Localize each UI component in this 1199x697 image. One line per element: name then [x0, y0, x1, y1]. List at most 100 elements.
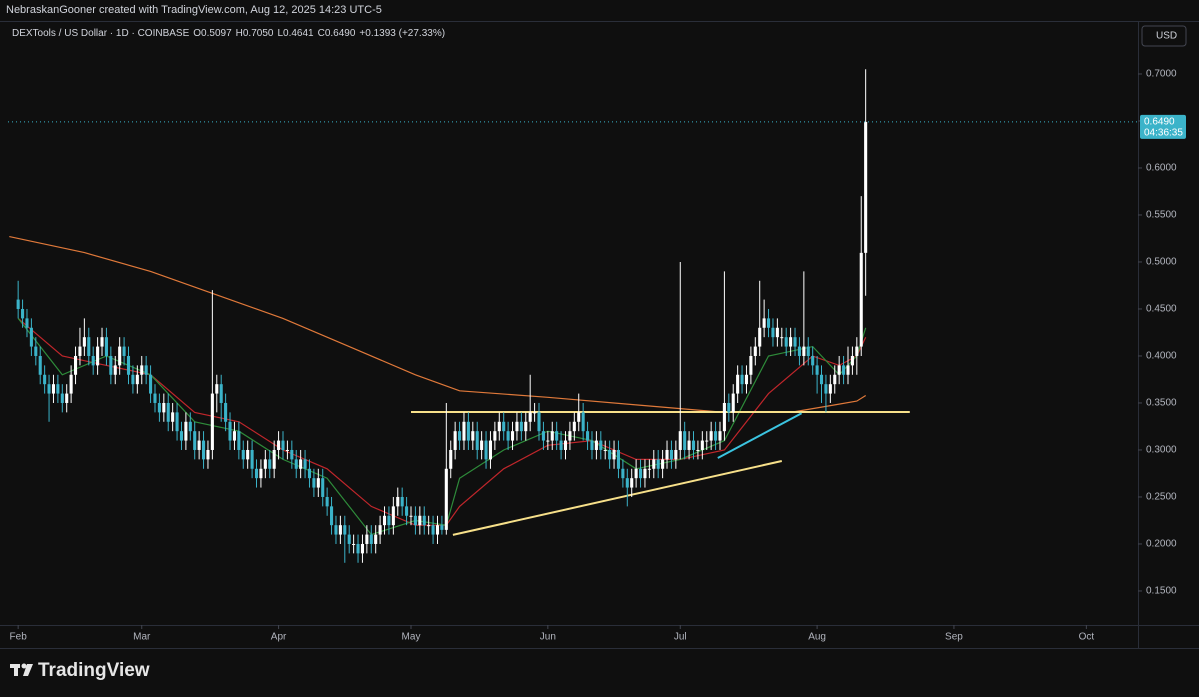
candle-body — [647, 468, 651, 470]
candle-body — [797, 346, 801, 356]
candle-body — [82, 337, 86, 347]
candle-body — [510, 431, 515, 441]
candle-body — [806, 346, 810, 356]
candle-body — [678, 431, 682, 450]
candle-body — [360, 543, 364, 554]
candle-body — [846, 365, 850, 375]
y-tick-label: 0.6000 — [1146, 163, 1177, 174]
candle-body — [131, 374, 135, 385]
candle-body — [369, 534, 373, 544]
candle-body — [38, 355, 42, 375]
candle-body — [246, 449, 250, 460]
candle-body — [683, 431, 687, 450]
candle-body — [47, 384, 51, 394]
candle-body — [577, 412, 581, 422]
candle-body — [374, 534, 378, 544]
candle-body — [524, 421, 528, 432]
currency-button[interactable] — [1141, 25, 1187, 47]
x-tick-label: Aug — [808, 632, 826, 643]
candle-body — [215, 384, 219, 394]
candle-body — [444, 468, 448, 530]
candle-body — [166, 402, 170, 422]
candle-body — [599, 440, 603, 450]
candle-body — [281, 440, 285, 450]
candle-body — [171, 412, 175, 422]
candle-body — [696, 449, 700, 451]
candle-body — [691, 440, 696, 450]
candle-body — [109, 355, 113, 375]
overlay-line — [452, 460, 783, 536]
candle-body — [568, 431, 572, 441]
candle-body — [493, 431, 497, 441]
candle-body — [709, 431, 713, 441]
candle-body — [29, 327, 33, 347]
candle-body — [471, 431, 475, 441]
candle-body — [550, 431, 554, 441]
candle-body — [634, 468, 638, 479]
candle-body — [431, 525, 435, 535]
x-tick-label: Jun — [540, 632, 556, 643]
candle-body — [352, 543, 356, 545]
candle-body — [365, 534, 369, 544]
candle-body — [356, 543, 360, 554]
candle-body — [409, 515, 413, 517]
candle-body — [87, 337, 91, 356]
y-tick-label: 0.2500 — [1146, 492, 1177, 503]
currency[interactable]: USD — [1156, 31, 1177, 42]
x-tick-label: Sep — [945, 632, 963, 643]
candle-body — [731, 393, 735, 413]
candle-body — [285, 449, 289, 451]
candle-body — [475, 431, 479, 450]
candle-body — [325, 496, 329, 507]
legend-value: H0.7050 — [235, 28, 274, 39]
candle-body — [546, 440, 550, 442]
last-price-label: 0.6490 — [1144, 117, 1175, 128]
candle-body — [56, 384, 60, 394]
candle-body — [718, 431, 722, 441]
candle-body — [855, 346, 859, 356]
candle-body — [753, 346, 757, 356]
candle-body — [321, 478, 325, 497]
candle-body — [625, 478, 629, 488]
candle-body — [382, 515, 387, 526]
candle-body — [630, 478, 634, 488]
candle-body — [758, 327, 762, 347]
candle-body — [126, 355, 131, 375]
y-tick-label: 0.5000 — [1146, 257, 1177, 268]
candle-body — [762, 318, 766, 328]
candle-body — [140, 365, 144, 375]
candle-body — [60, 393, 64, 403]
candle-body — [656, 459, 660, 469]
candle-body — [162, 402, 166, 413]
candle-body — [643, 468, 647, 479]
candle-body — [69, 374, 73, 394]
candle-body — [515, 421, 519, 432]
candle-body — [427, 525, 431, 527]
candle-body — [608, 449, 612, 460]
candle-body — [533, 412, 537, 414]
candle-body — [91, 355, 95, 366]
candle-body — [590, 440, 594, 450]
candle-body — [537, 412, 541, 432]
candle-body — [638, 468, 643, 479]
candle-body — [400, 496, 404, 507]
candle-body — [290, 449, 294, 460]
candle-body — [387, 515, 391, 526]
candle-body — [833, 374, 837, 385]
candle-body — [736, 374, 740, 394]
candle-body — [263, 459, 267, 469]
candle-body — [828, 384, 832, 394]
candle-body — [21, 308, 25, 319]
candle-body — [118, 346, 122, 366]
candle-body — [391, 506, 395, 526]
candle-body — [740, 374, 744, 385]
candle-body — [175, 412, 179, 432]
candle-body — [237, 431, 241, 450]
legend-value: +0.1393 (+27.33%) — [359, 28, 446, 39]
candle-body — [73, 355, 78, 375]
brand-logo — [10, 663, 33, 676]
candle-body — [722, 402, 726, 432]
candle-body — [197, 440, 201, 450]
candle-body — [837, 365, 841, 375]
